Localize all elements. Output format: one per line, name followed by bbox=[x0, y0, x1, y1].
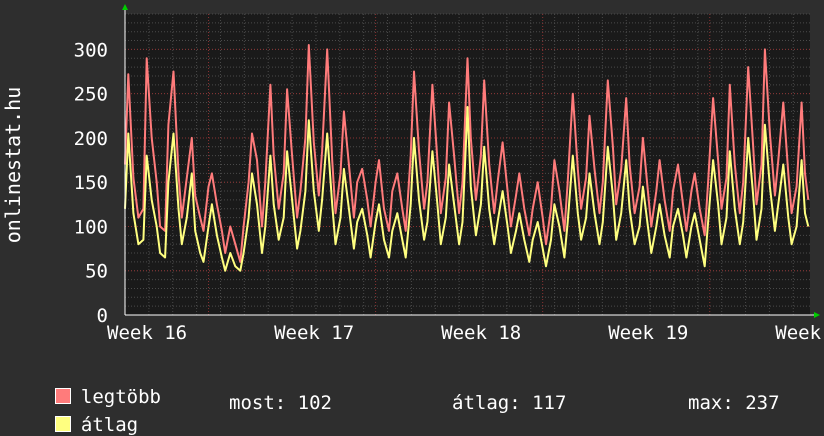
series-line-1 bbox=[124, 106, 810, 272]
stat-max: max: 237 bbox=[688, 392, 780, 414]
x-tick-label: Week 19 bbox=[608, 322, 688, 344]
legend-item-atlag: átlag bbox=[32, 392, 138, 436]
axes bbox=[122, 4, 820, 318]
y-tick-label: 250 bbox=[74, 84, 108, 106]
y-tick-label: 100 bbox=[74, 216, 108, 238]
y-tick-label: 300 bbox=[74, 39, 108, 61]
series-line-0 bbox=[124, 44, 810, 263]
y-axis-arrow bbox=[122, 4, 128, 10]
x-tick-label: Week 17 bbox=[274, 322, 354, 344]
legend-swatch-legtobb bbox=[54, 388, 71, 404]
y-tick-label: 0 bbox=[97, 305, 108, 327]
x-tick-label: Week 18 bbox=[441, 322, 521, 344]
x-tick-label: Week 20 bbox=[775, 322, 824, 344]
legend-label-legtobb: legtöbb bbox=[80, 386, 161, 408]
x-tick-label: Week 16 bbox=[107, 322, 187, 344]
tick-labels: 0 50 100 150 200 250 300 Week 16 Week 17 Week 18 W… bbox=[74, 39, 824, 344]
y-tick-label: 200 bbox=[74, 128, 108, 150]
x-axis-arrow bbox=[814, 312, 820, 318]
series-layer bbox=[124, 44, 810, 272]
y-axis-label: onlinestat.hu bbox=[1, 87, 25, 244]
stat-average: átlag: 117 bbox=[452, 392, 567, 414]
stat-current: most: 102 bbox=[229, 392, 332, 414]
legend-item-legtobb: legtöbb bbox=[32, 364, 161, 408]
legend-label-atlag: átlag bbox=[80, 414, 139, 436]
y-tick-label: 50 bbox=[85, 261, 108, 283]
y-tick-label: 150 bbox=[74, 172, 108, 194]
